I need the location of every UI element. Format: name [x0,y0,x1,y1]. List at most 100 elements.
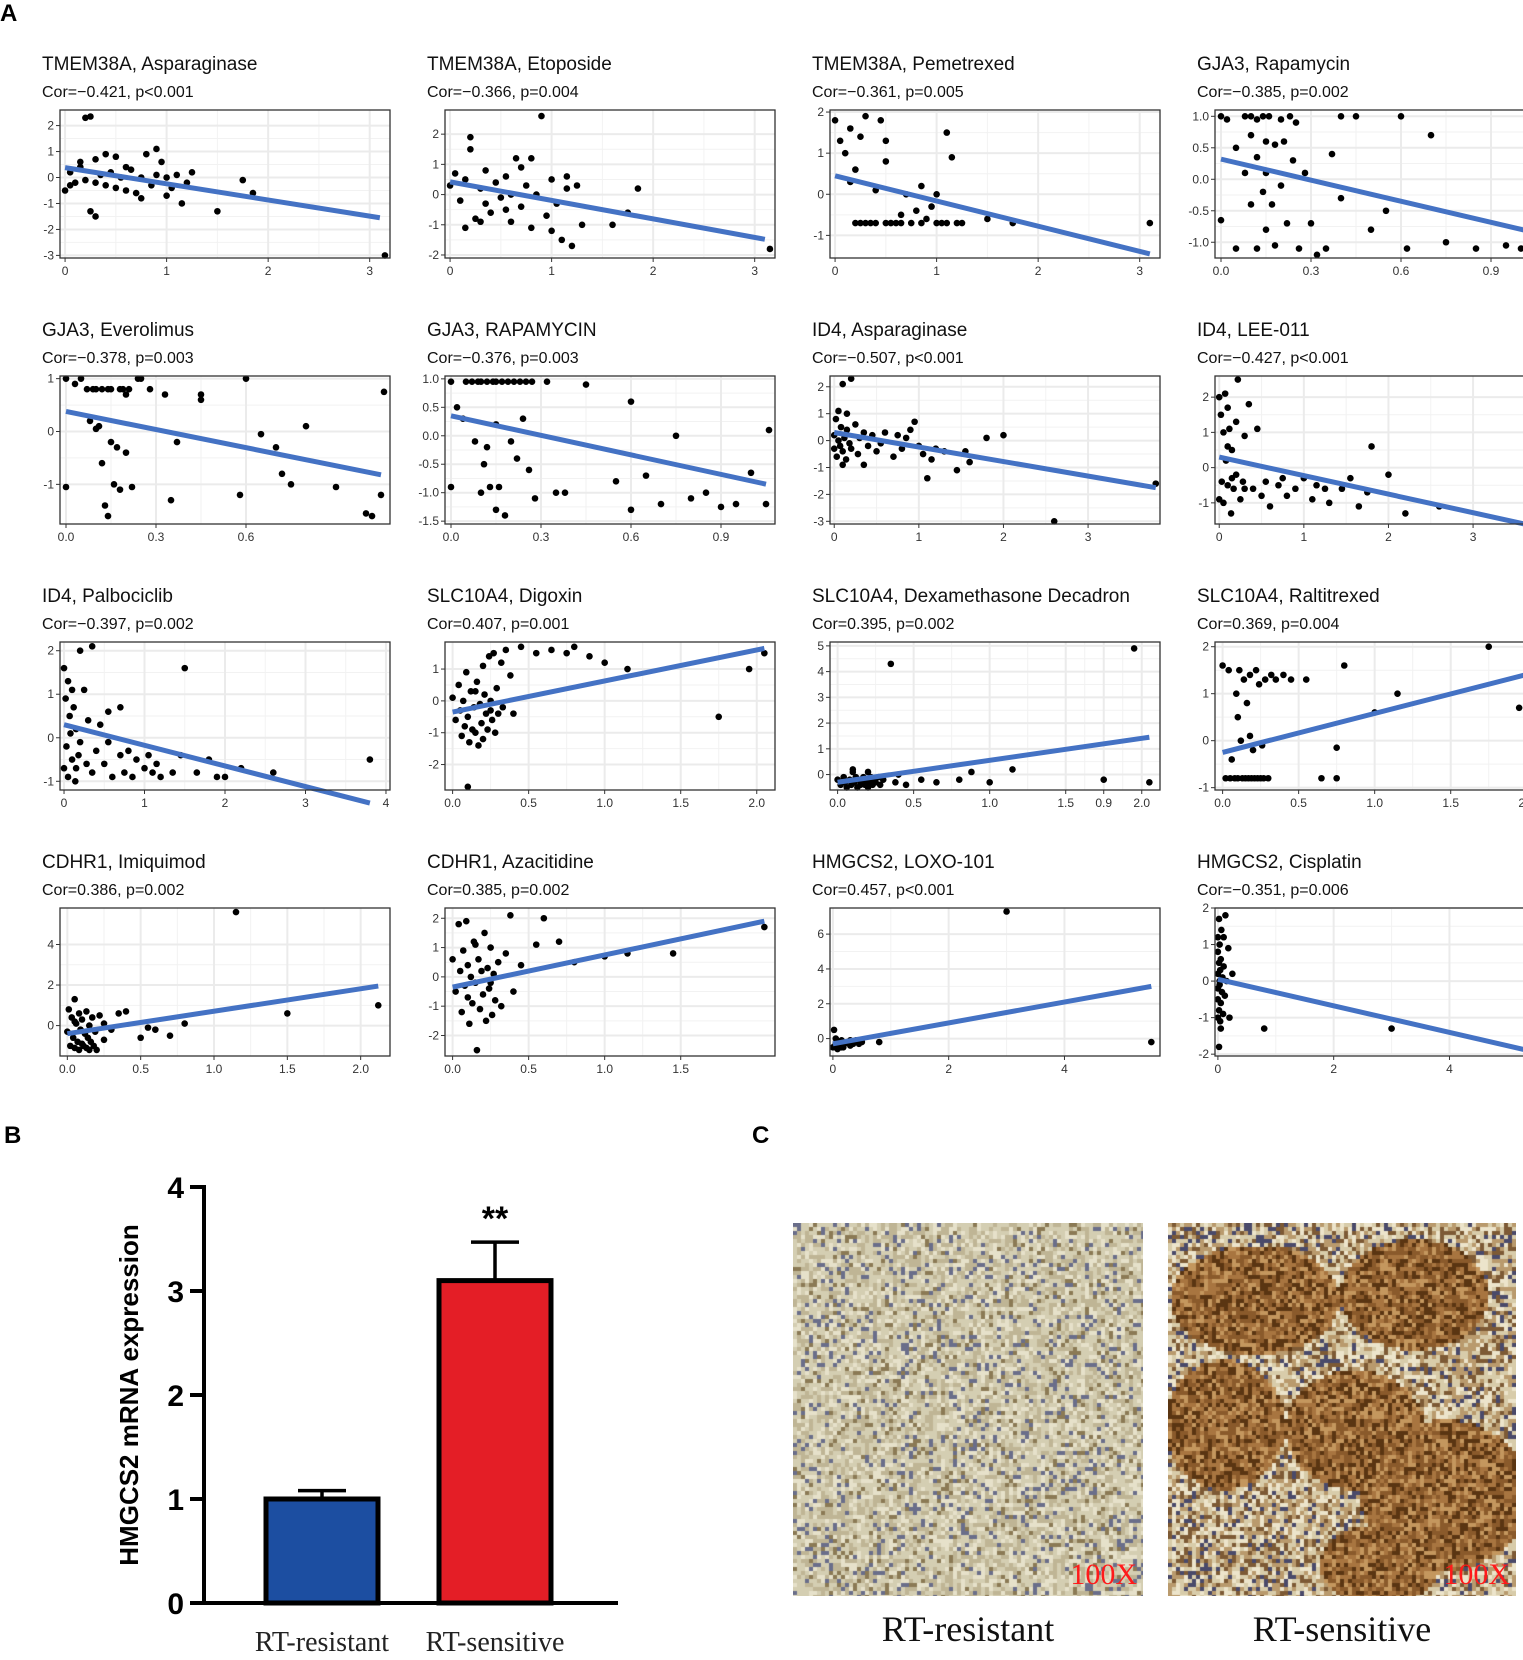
data-point [887,219,895,227]
data-point [552,489,560,496]
data-point [157,773,164,781]
x-tick-label: 2 [945,1062,952,1076]
y-tick-label: -1 [43,196,54,210]
x-tick-label: 0.3 [148,530,165,544]
micrograph-rt-resistant: 100X [793,1223,1143,1596]
plot-area [60,110,390,258]
data-point [1227,510,1235,517]
data-point [467,133,474,141]
y-tick-label: 0 [432,188,439,202]
data-point [492,506,500,514]
data-point [181,664,189,672]
data-point [510,988,517,995]
data-point [586,653,593,660]
data-point [214,207,221,215]
micrograph-caption-rt-sensitive: RT-sensitive [1252,1609,1432,1649]
data-point [169,769,176,776]
plot-area [445,642,775,790]
data-point [1247,131,1255,139]
data-point [92,156,99,163]
data-point [1261,676,1269,683]
data-point [377,491,385,499]
data-point [478,967,485,975]
plot-subtitle: Cor=0.386, p=0.002 [42,882,184,899]
data-point [687,495,695,502]
plot-subtitle: Cor=−0.351, p=0.006 [1197,882,1349,899]
data-point [864,442,872,450]
y-tick-label: -1 [428,999,439,1013]
scatter-plot-16: HMGCS2, Cisplatin Cor=−0.351, p=0.006 0 2 4 -… [1197,852,1523,1076]
data-point [153,760,160,768]
data-point [464,994,472,1001]
data-point [166,1032,174,1040]
data-point [897,219,905,227]
data-point [849,768,857,776]
regression-line [452,918,765,990]
data-point [1254,425,1261,433]
y-tick-label: 0.0 [1192,172,1209,186]
scatter-plot-6: GJA3, RAPAMYCIN Cor=−0.376, p=0.003 0.0 0.3… [418,320,776,544]
x-tick-label: 3 [751,264,758,278]
data-point [1267,671,1275,679]
x-tick-label: 3 [1085,530,1092,544]
data-point [477,489,485,496]
data-point [1221,390,1229,397]
data-point [75,751,82,759]
data-point [117,751,124,759]
data-point [1333,744,1340,752]
plot-title: HMGCS2, Cisplatin [1197,852,1362,873]
plot-subtitle: Cor=0.457, p<0.001 [812,882,954,899]
data-point [1262,226,1270,233]
data-point [1234,713,1242,721]
data-point [1219,662,1226,669]
data-point [482,1017,490,1025]
data-point [141,764,148,772]
plot-title: CDHR1, Azacitidine [427,852,594,873]
data-point [839,448,846,455]
data-point [494,958,502,966]
data-point [507,438,515,445]
data-point [765,426,773,434]
x-tick-label: 2 [1330,1062,1337,1076]
data-point [181,1020,188,1027]
data-point [60,764,68,772]
data-point [983,434,990,442]
data-point [1427,131,1435,139]
data-point [459,947,467,954]
data-point [88,769,96,776]
data-point [745,665,753,673]
y-tick-label: -3 [43,248,54,262]
data-point [1313,251,1321,259]
data-point [451,170,459,177]
data-point [163,192,170,199]
data-point [63,743,70,750]
data-point [923,215,930,223]
micrograph-image [1168,1223,1516,1596]
data-point [919,450,927,458]
data-point [1253,153,1261,161]
data-point [232,908,240,916]
data-point [1283,492,1291,500]
data-point [958,219,966,227]
data-point [1222,912,1229,919]
data-point [943,129,951,136]
y-tick-label: 0 [47,1019,54,1033]
data-point [642,472,650,479]
x-tick-label: 0.0 [58,530,75,544]
data-point [110,481,118,488]
data-point [143,150,150,158]
data-point [93,1046,100,1054]
x-tick-label: 0.9 [1095,796,1112,810]
data-point [458,1008,466,1016]
plot-border [59,375,391,525]
plot-border [1214,109,1523,259]
data-point [88,1014,96,1021]
data-point [1241,432,1248,440]
data-point [862,112,869,120]
y-tick-label: 0 [817,1032,824,1046]
data-point [66,712,73,720]
data-point [854,450,862,458]
data-point [75,1046,83,1054]
y-tick-label: -1 [428,726,439,740]
y-tick-label: 5 [817,639,824,653]
